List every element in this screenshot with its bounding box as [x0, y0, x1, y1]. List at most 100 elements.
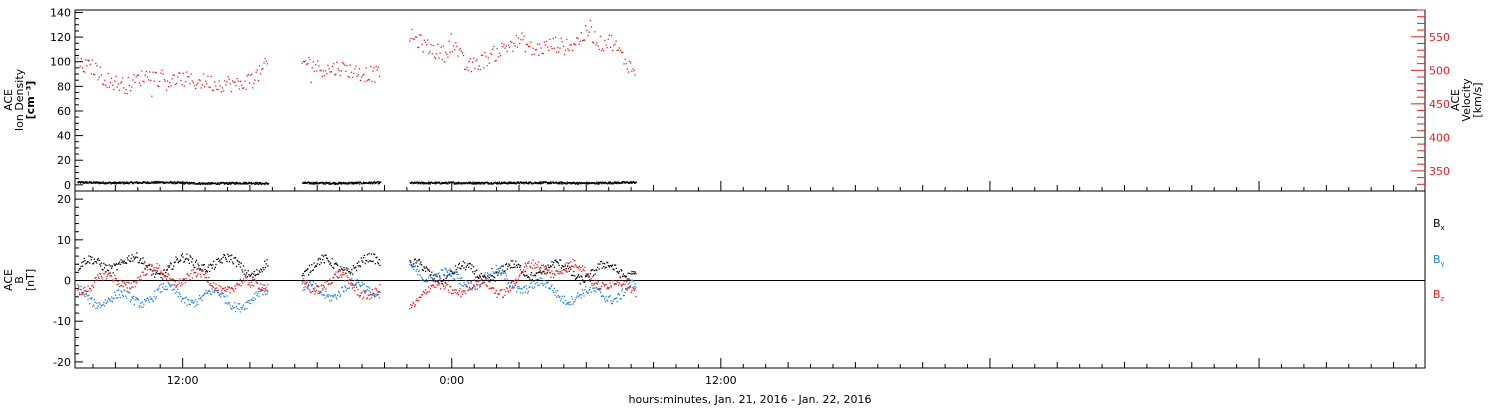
- by-point: [77, 284, 79, 286]
- density-point: [82, 181, 84, 183]
- bx-point: [597, 263, 599, 265]
- density-point: [90, 182, 92, 184]
- by-point: [197, 303, 199, 306]
- velocity-point: [581, 39, 584, 42]
- bz-point: [348, 279, 351, 281]
- by-point: [249, 302, 252, 305]
- by-point: [545, 286, 547, 288]
- velocity-point: [203, 86, 206, 88]
- bx-point: [304, 270, 306, 273]
- by-point: [158, 285, 161, 287]
- velocity-point: [527, 45, 530, 48]
- bz-point: [417, 299, 419, 302]
- bz-point: [512, 280, 515, 283]
- bx-point: [600, 260, 603, 263]
- bz-point: [136, 277, 139, 279]
- velocity-point: [318, 65, 320, 67]
- density-point: [79, 182, 82, 184]
- velocity-point: [235, 84, 237, 87]
- density-point: [431, 181, 433, 184]
- by-point: [410, 260, 412, 262]
- bz-point: [603, 285, 606, 287]
- bz-point: [190, 272, 192, 275]
- velocity-point: [147, 79, 150, 81]
- by-point: [588, 290, 590, 292]
- by-point: [448, 269, 450, 272]
- by-point: [111, 300, 114, 303]
- bz-point: [363, 291, 366, 293]
- velocity-point: [137, 74, 140, 76]
- by-point: [264, 293, 267, 296]
- bz-point: [515, 278, 517, 280]
- bz-point: [209, 284, 211, 286]
- bz-point: [530, 266, 532, 269]
- bx-point: [523, 274, 525, 276]
- velocity-point: [112, 84, 114, 86]
- by-point: [333, 293, 336, 295]
- by-point: [252, 297, 254, 299]
- by-point: [435, 275, 437, 277]
- bx-point: [435, 275, 438, 277]
- by-point: [342, 290, 344, 292]
- bz-point: [248, 282, 250, 284]
- density-point: [576, 183, 579, 185]
- by-point: [374, 295, 377, 297]
- bz-point: [532, 259, 534, 261]
- bx-point: [603, 263, 606, 265]
- by-point: [427, 280, 429, 282]
- density-point: [228, 181, 231, 183]
- by-point: [220, 296, 222, 298]
- bx-point: [553, 266, 555, 268]
- density-point: [550, 182, 552, 185]
- bz-point: [339, 269, 341, 271]
- density-point: [506, 182, 509, 184]
- bz-point: [198, 269, 201, 271]
- by-point: [522, 292, 524, 294]
- by-point: [351, 278, 353, 280]
- bx-point: [322, 258, 324, 261]
- by-point: [157, 289, 159, 291]
- bz-point: [354, 289, 356, 292]
- bz-point: [450, 286, 452, 288]
- bx-point: [574, 278, 577, 280]
- velocity-point: [625, 63, 627, 65]
- bz-point: [375, 288, 377, 290]
- bz-point: [207, 281, 209, 283]
- density-point: [622, 182, 624, 184]
- by-point: [482, 282, 484, 285]
- bx-point: [562, 265, 564, 268]
- by-point: [371, 293, 373, 295]
- by-point: [315, 283, 317, 285]
- density-point: [417, 183, 419, 185]
- bx-point: [510, 260, 512, 262]
- bz-point: [412, 301, 414, 303]
- by-point: [533, 280, 535, 282]
- bz-point: [151, 265, 153, 267]
- bz-point: [162, 273, 164, 276]
- bz-point: [480, 279, 482, 281]
- bx-point: [591, 268, 593, 271]
- bz-point: [446, 284, 448, 286]
- bx-point: [534, 274, 536, 276]
- bz-point: [433, 286, 435, 288]
- density-point: [210, 182, 212, 184]
- by-point: [113, 297, 115, 299]
- bx-point: [92, 263, 94, 265]
- by-point: [98, 302, 100, 304]
- velocity-point: [350, 71, 353, 73]
- velocity-point: [347, 75, 349, 78]
- density-point: [464, 182, 467, 185]
- bx-point: [315, 265, 318, 267]
- by-point: [574, 300, 576, 303]
- density-point: [322, 182, 324, 184]
- bx-point: [235, 256, 237, 259]
- bz-point: [599, 287, 601, 290]
- by-point: [518, 286, 520, 288]
- bz-point: [225, 290, 227, 292]
- by-point: [142, 306, 144, 308]
- velocity-point: [207, 75, 209, 77]
- by-point: [552, 290, 554, 292]
- velocity-point: [508, 46, 511, 48]
- by-point: [341, 286, 344, 288]
